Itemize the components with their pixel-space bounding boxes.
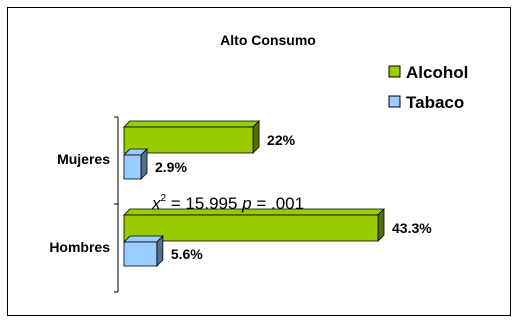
legend-swatch-tabaco xyxy=(388,95,401,108)
bars-layer: 22% 2.9% 43.3% 5.6% xyxy=(123,120,432,267)
chart-title: Alto Consumo xyxy=(220,32,316,48)
bar-alcohol-hombres xyxy=(123,208,385,242)
bar-tabaco-mujeres xyxy=(123,148,148,180)
bar-side-face xyxy=(252,120,260,154)
bar-front-face xyxy=(123,241,158,267)
stat-annotation: x2 = 15.995 p = .001 xyxy=(151,193,304,213)
bar-front-face xyxy=(123,154,142,180)
p-value: = .001 xyxy=(252,194,304,213)
data-label-alcohol-hombres: 43.3% xyxy=(392,220,432,236)
legend-label-alcohol: Alcohol xyxy=(406,63,468,82)
chi-symbol: x xyxy=(151,194,161,213)
bar-top-face xyxy=(123,235,164,243)
chi-exponent: 2 xyxy=(161,193,167,204)
category-label-hombres: Hombres xyxy=(49,239,110,255)
chart-frame xyxy=(7,7,511,316)
bar-side-face xyxy=(377,208,385,242)
p-symbol: p xyxy=(241,194,251,213)
data-label-alcohol-mujeres: 22% xyxy=(267,132,296,148)
legend-swatch-alcohol xyxy=(388,65,401,78)
data-label-tabaco-mujeres: 2.9% xyxy=(155,159,187,175)
category-label-mujeres: Mujeres xyxy=(57,151,110,167)
bar-alcohol-mujeres xyxy=(123,120,261,154)
bar-tabaco-hombres xyxy=(123,235,164,267)
legend: Alcohol Tabaco xyxy=(388,63,468,112)
data-label-tabaco-hombres: 5.6% xyxy=(171,246,203,262)
bar-top-face xyxy=(123,120,261,128)
legend-label-tabaco: Tabaco xyxy=(406,93,464,112)
bar-front-face xyxy=(123,214,379,242)
chi-value: = 15.995 xyxy=(166,194,242,213)
